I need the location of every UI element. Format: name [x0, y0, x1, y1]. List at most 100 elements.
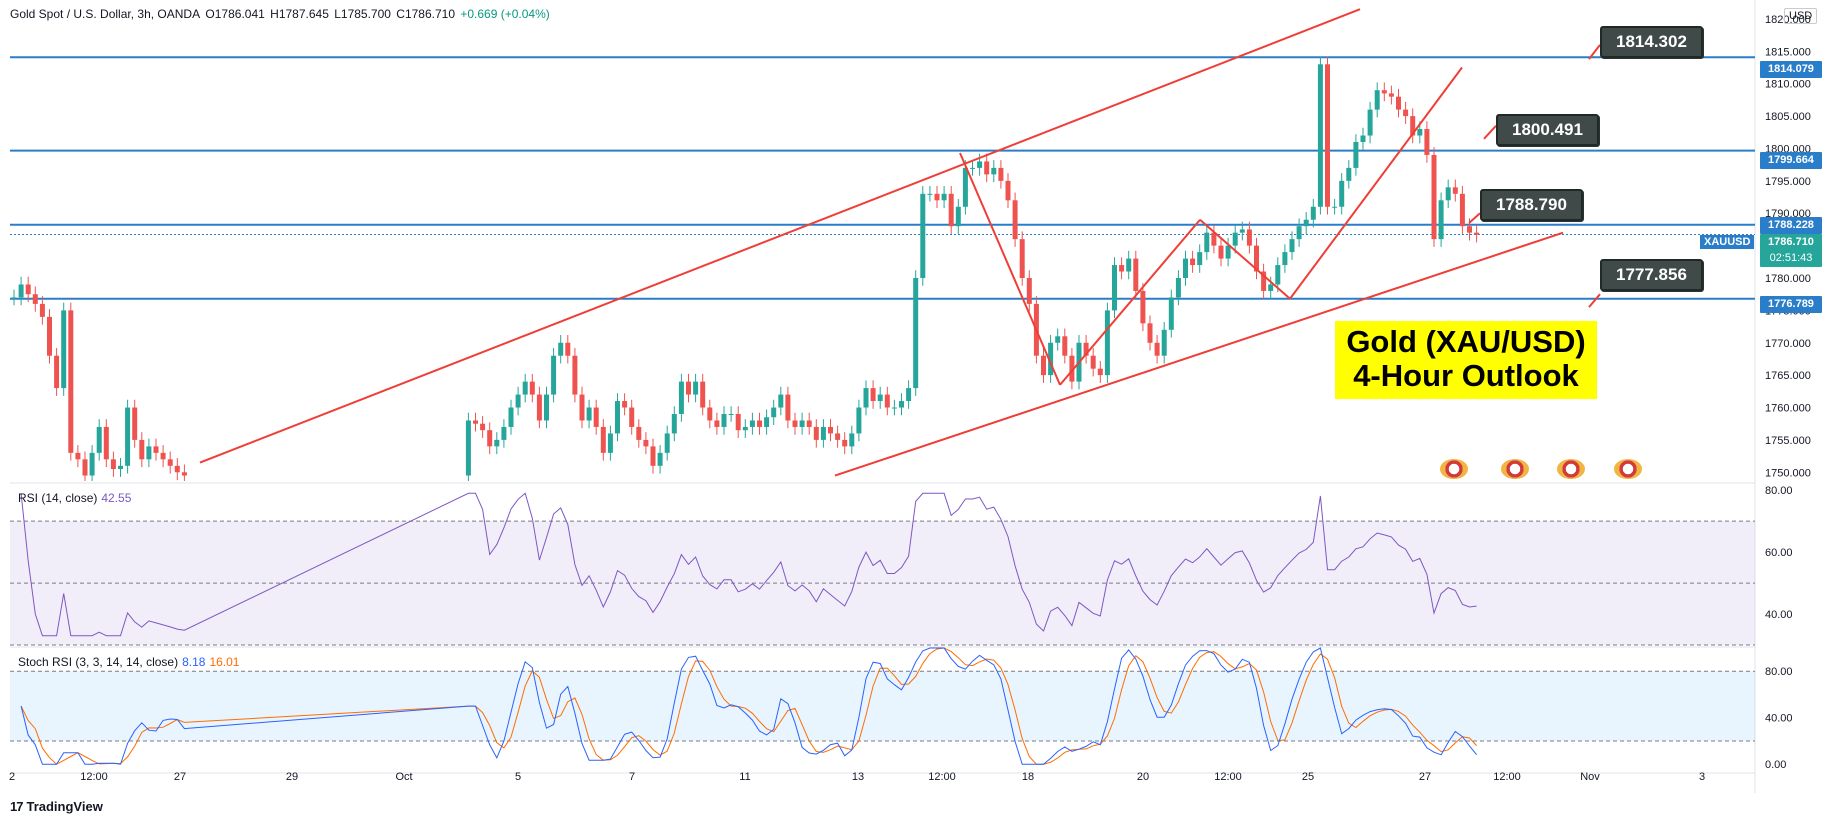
y-tick-label: 1750.000 [1765, 467, 1811, 479]
candle-body [1183, 258, 1188, 278]
candle-body [714, 420, 720, 427]
title-line-1: Gold (XAU/USD) [1346, 324, 1586, 359]
x-tick-label: 2 [9, 771, 15, 783]
x-tick-label: 27 [174, 771, 186, 783]
callout-1814: 1814.302 [1600, 26, 1703, 58]
rsi-tick-label: 40.00 [1765, 609, 1793, 621]
low-value: L1785.700 [334, 7, 391, 21]
callout-1800: 1800.491 [1496, 114, 1599, 146]
change-value: +0.669 (+0.04%) [460, 7, 550, 21]
candle-body [529, 381, 535, 395]
candle-body [1133, 258, 1139, 291]
candle-body [764, 417, 770, 427]
candle-body [1474, 232, 1480, 235]
x-tick-label: 27 [1419, 771, 1431, 783]
us-flag-icon[interactable] [1440, 459, 1468, 479]
candle-body [1367, 109, 1373, 136]
candle-body [1317, 64, 1323, 207]
candle-body [1296, 226, 1302, 240]
candle-body [806, 420, 812, 427]
candle-body [1055, 336, 1061, 343]
candle-body [828, 426, 833, 434]
candle-body [96, 426, 102, 453]
candle-body [1261, 271, 1267, 291]
close-value: C1786.710 [396, 7, 456, 21]
candle-body [1012, 200, 1018, 240]
candle-body [1282, 252, 1288, 266]
candle-body [473, 420, 478, 424]
candle-body [629, 407, 635, 427]
callout-pointer [1588, 44, 1601, 60]
candle-body [132, 407, 138, 440]
candle-body [671, 414, 677, 434]
stoch-tick-label: 40.00 [1765, 713, 1793, 725]
candle-body [1388, 93, 1394, 97]
candle-body [1019, 239, 1025, 278]
candle-body [1275, 265, 1281, 285]
candle-body [1218, 245, 1224, 259]
y-tick-label: 1795.000 [1765, 176, 1811, 188]
candle-body [1310, 206, 1316, 220]
candle-body [522, 381, 528, 395]
candle-body [792, 420, 798, 427]
y-tick-label: 1760.000 [1765, 403, 1811, 415]
x-tick-label: Oct [395, 771, 412, 783]
x-tick-label: 12:00 [928, 771, 956, 783]
candle-body [1410, 116, 1416, 136]
candle-body [1232, 232, 1238, 246]
candle-body [501, 426, 507, 440]
candle-body [39, 303, 45, 317]
us-flag-icon[interactable] [1614, 459, 1642, 479]
candle-body [813, 426, 819, 440]
candle-body [1161, 329, 1167, 356]
candle-body [1168, 297, 1174, 330]
candle-body [125, 407, 131, 466]
y-tick-label: 1780.000 [1765, 273, 1811, 285]
brand-name: TradingView [26, 799, 103, 814]
candle-body [955, 206, 961, 227]
currency-button[interactable]: USD [1784, 8, 1818, 24]
candle-body [1303, 219, 1309, 227]
candle-body [1112, 265, 1117, 311]
candle-body [465, 420, 471, 476]
rsi-tick-label: 80.00 [1765, 485, 1793, 497]
tradingview-logo-icon: 17 [10, 799, 24, 814]
candle-body [636, 426, 642, 440]
x-tick-label: 18 [1022, 771, 1034, 783]
candle-body [643, 439, 649, 447]
y-tick-label: 1820.000 [1765, 14, 1811, 26]
candle-body [1062, 336, 1068, 356]
callout-1788: 1788.790 [1480, 189, 1583, 221]
candle-body [1041, 355, 1046, 376]
candle-body [1140, 290, 1146, 324]
candle-body [68, 310, 74, 453]
candle-body [1175, 278, 1181, 298]
candle-body [998, 167, 1004, 181]
candle-body [1325, 64, 1330, 207]
tradingview-brand[interactable]: 17 TradingView [10, 799, 103, 814]
candle-body [1090, 355, 1096, 369]
candle-body [11, 297, 17, 299]
candle-body [863, 388, 869, 408]
candle-body [1452, 187, 1458, 194]
candle-body [742, 426, 748, 431]
candle-body [1204, 232, 1210, 253]
stoch-k-value: 8.18 [182, 655, 206, 669]
candle-body [1097, 368, 1103, 376]
candle-body [870, 388, 876, 402]
candle-body [1417, 129, 1423, 136]
candle-body [977, 161, 983, 168]
candle-body [558, 342, 564, 356]
x-tick-label: 12:00 [80, 771, 108, 783]
candle-body [480, 423, 486, 431]
stoch-tick-label: 0.00 [1765, 759, 1786, 771]
candle-body [536, 394, 542, 421]
y-tick-label: 1805.000 [1765, 111, 1811, 123]
pattern-leg [959, 152, 1061, 386]
candle-body [1005, 180, 1011, 201]
candle-body [75, 452, 81, 460]
us-flag-icon[interactable] [1501, 459, 1529, 479]
candle-body [799, 420, 805, 427]
us-flag-icon[interactable] [1557, 459, 1585, 479]
